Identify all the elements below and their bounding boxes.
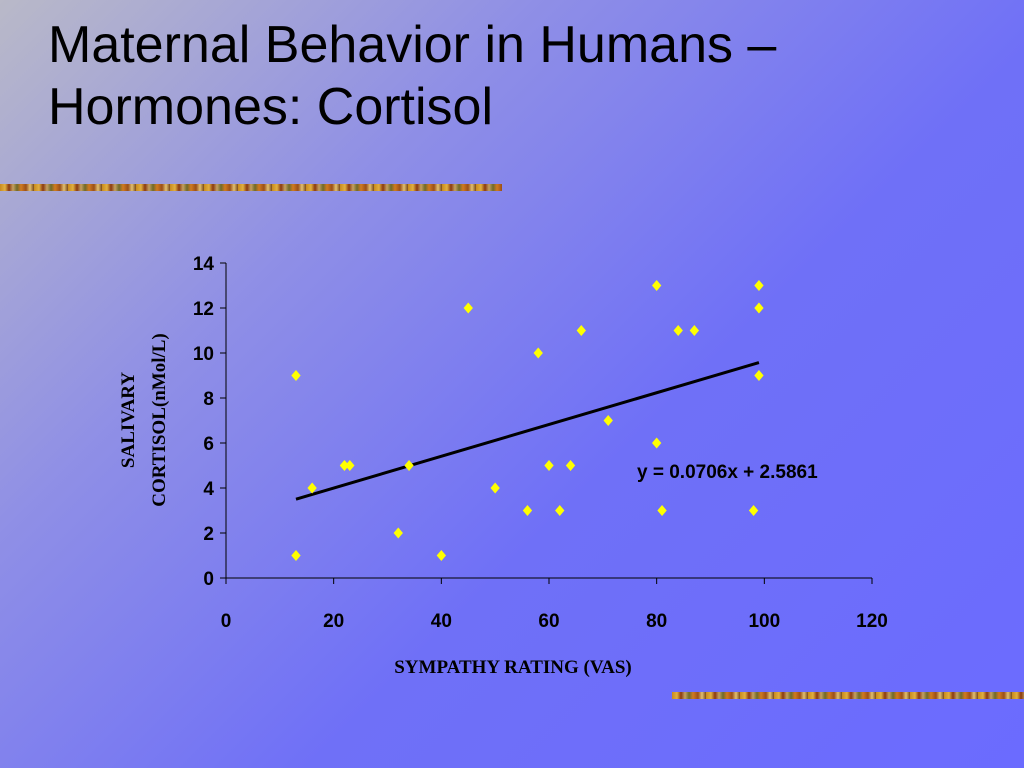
- data-point: [651, 280, 662, 291]
- data-point: [576, 325, 586, 336]
- y-tick-label: 8: [203, 389, 214, 410]
- y-tick-label: 14: [193, 254, 215, 275]
- data-point: [522, 505, 533, 516]
- data-point: [393, 527, 403, 539]
- data-points: [291, 280, 764, 561]
- y-tick-label: 0: [203, 569, 214, 590]
- trendline-equation: y = 0.0706x + 2.5861: [637, 462, 818, 483]
- data-point: [748, 505, 759, 516]
- x-tick-label: 0: [221, 611, 232, 632]
- decorative-stripe-top: [0, 184, 502, 191]
- data-point: [673, 325, 683, 336]
- data-point: [555, 505, 565, 516]
- data-point: [603, 415, 613, 426]
- decorative-stripe-bottom: [672, 692, 1024, 699]
- y-tick-label: 2: [203, 524, 214, 545]
- y-axis-title-line-1: SALIVARY: [118, 372, 139, 468]
- x-tick-label: 100: [748, 611, 780, 632]
- data-point: [544, 460, 554, 471]
- data-point: [754, 302, 764, 314]
- x-tick-label: 60: [538, 611, 559, 632]
- data-point: [651, 437, 662, 449]
- data-point: [307, 482, 317, 494]
- data-point: [345, 460, 355, 471]
- x-tick-label: 120: [856, 611, 888, 632]
- data-point: [404, 460, 414, 471]
- x-tick-label: 80: [646, 611, 667, 632]
- data-point: [463, 302, 473, 314]
- data-point: [657, 505, 667, 516]
- slide-title: Maternal Behavior in Humans – Hormones: …: [48, 14, 988, 138]
- title-line-1: Maternal Behavior in Humans –: [48, 16, 777, 74]
- y-tick-label: 10: [193, 344, 214, 365]
- x-axis-ticks: 0 20 40 60 80 100 120: [221, 578, 888, 632]
- y-tick-label: 4: [203, 479, 214, 500]
- title-line-2: Hormones: Cortisol: [48, 78, 494, 136]
- x-axis-title: SYMPATHY RATING (VAS): [394, 657, 632, 678]
- x-tick-label: 20: [323, 611, 344, 632]
- data-point: [754, 370, 764, 381]
- data-point: [565, 460, 576, 471]
- y-tick-label: 6: [203, 434, 214, 455]
- data-point: [533, 347, 543, 359]
- y-axis-title-line-2: CORTISOL(nMol/L): [149, 333, 170, 507]
- y-tick-label: 12: [193, 299, 214, 320]
- data-point: [436, 550, 447, 561]
- data-point: [291, 550, 301, 561]
- data-point: [689, 325, 700, 336]
- x-tick-label: 40: [431, 611, 452, 632]
- y-axis-ticks: 0 2 4 6 8 10 12 14: [193, 254, 226, 590]
- data-point: [339, 460, 350, 471]
- trendline: [295, 361, 760, 501]
- data-point: [490, 482, 500, 494]
- data-point: [291, 370, 301, 381]
- data-point: [754, 280, 764, 291]
